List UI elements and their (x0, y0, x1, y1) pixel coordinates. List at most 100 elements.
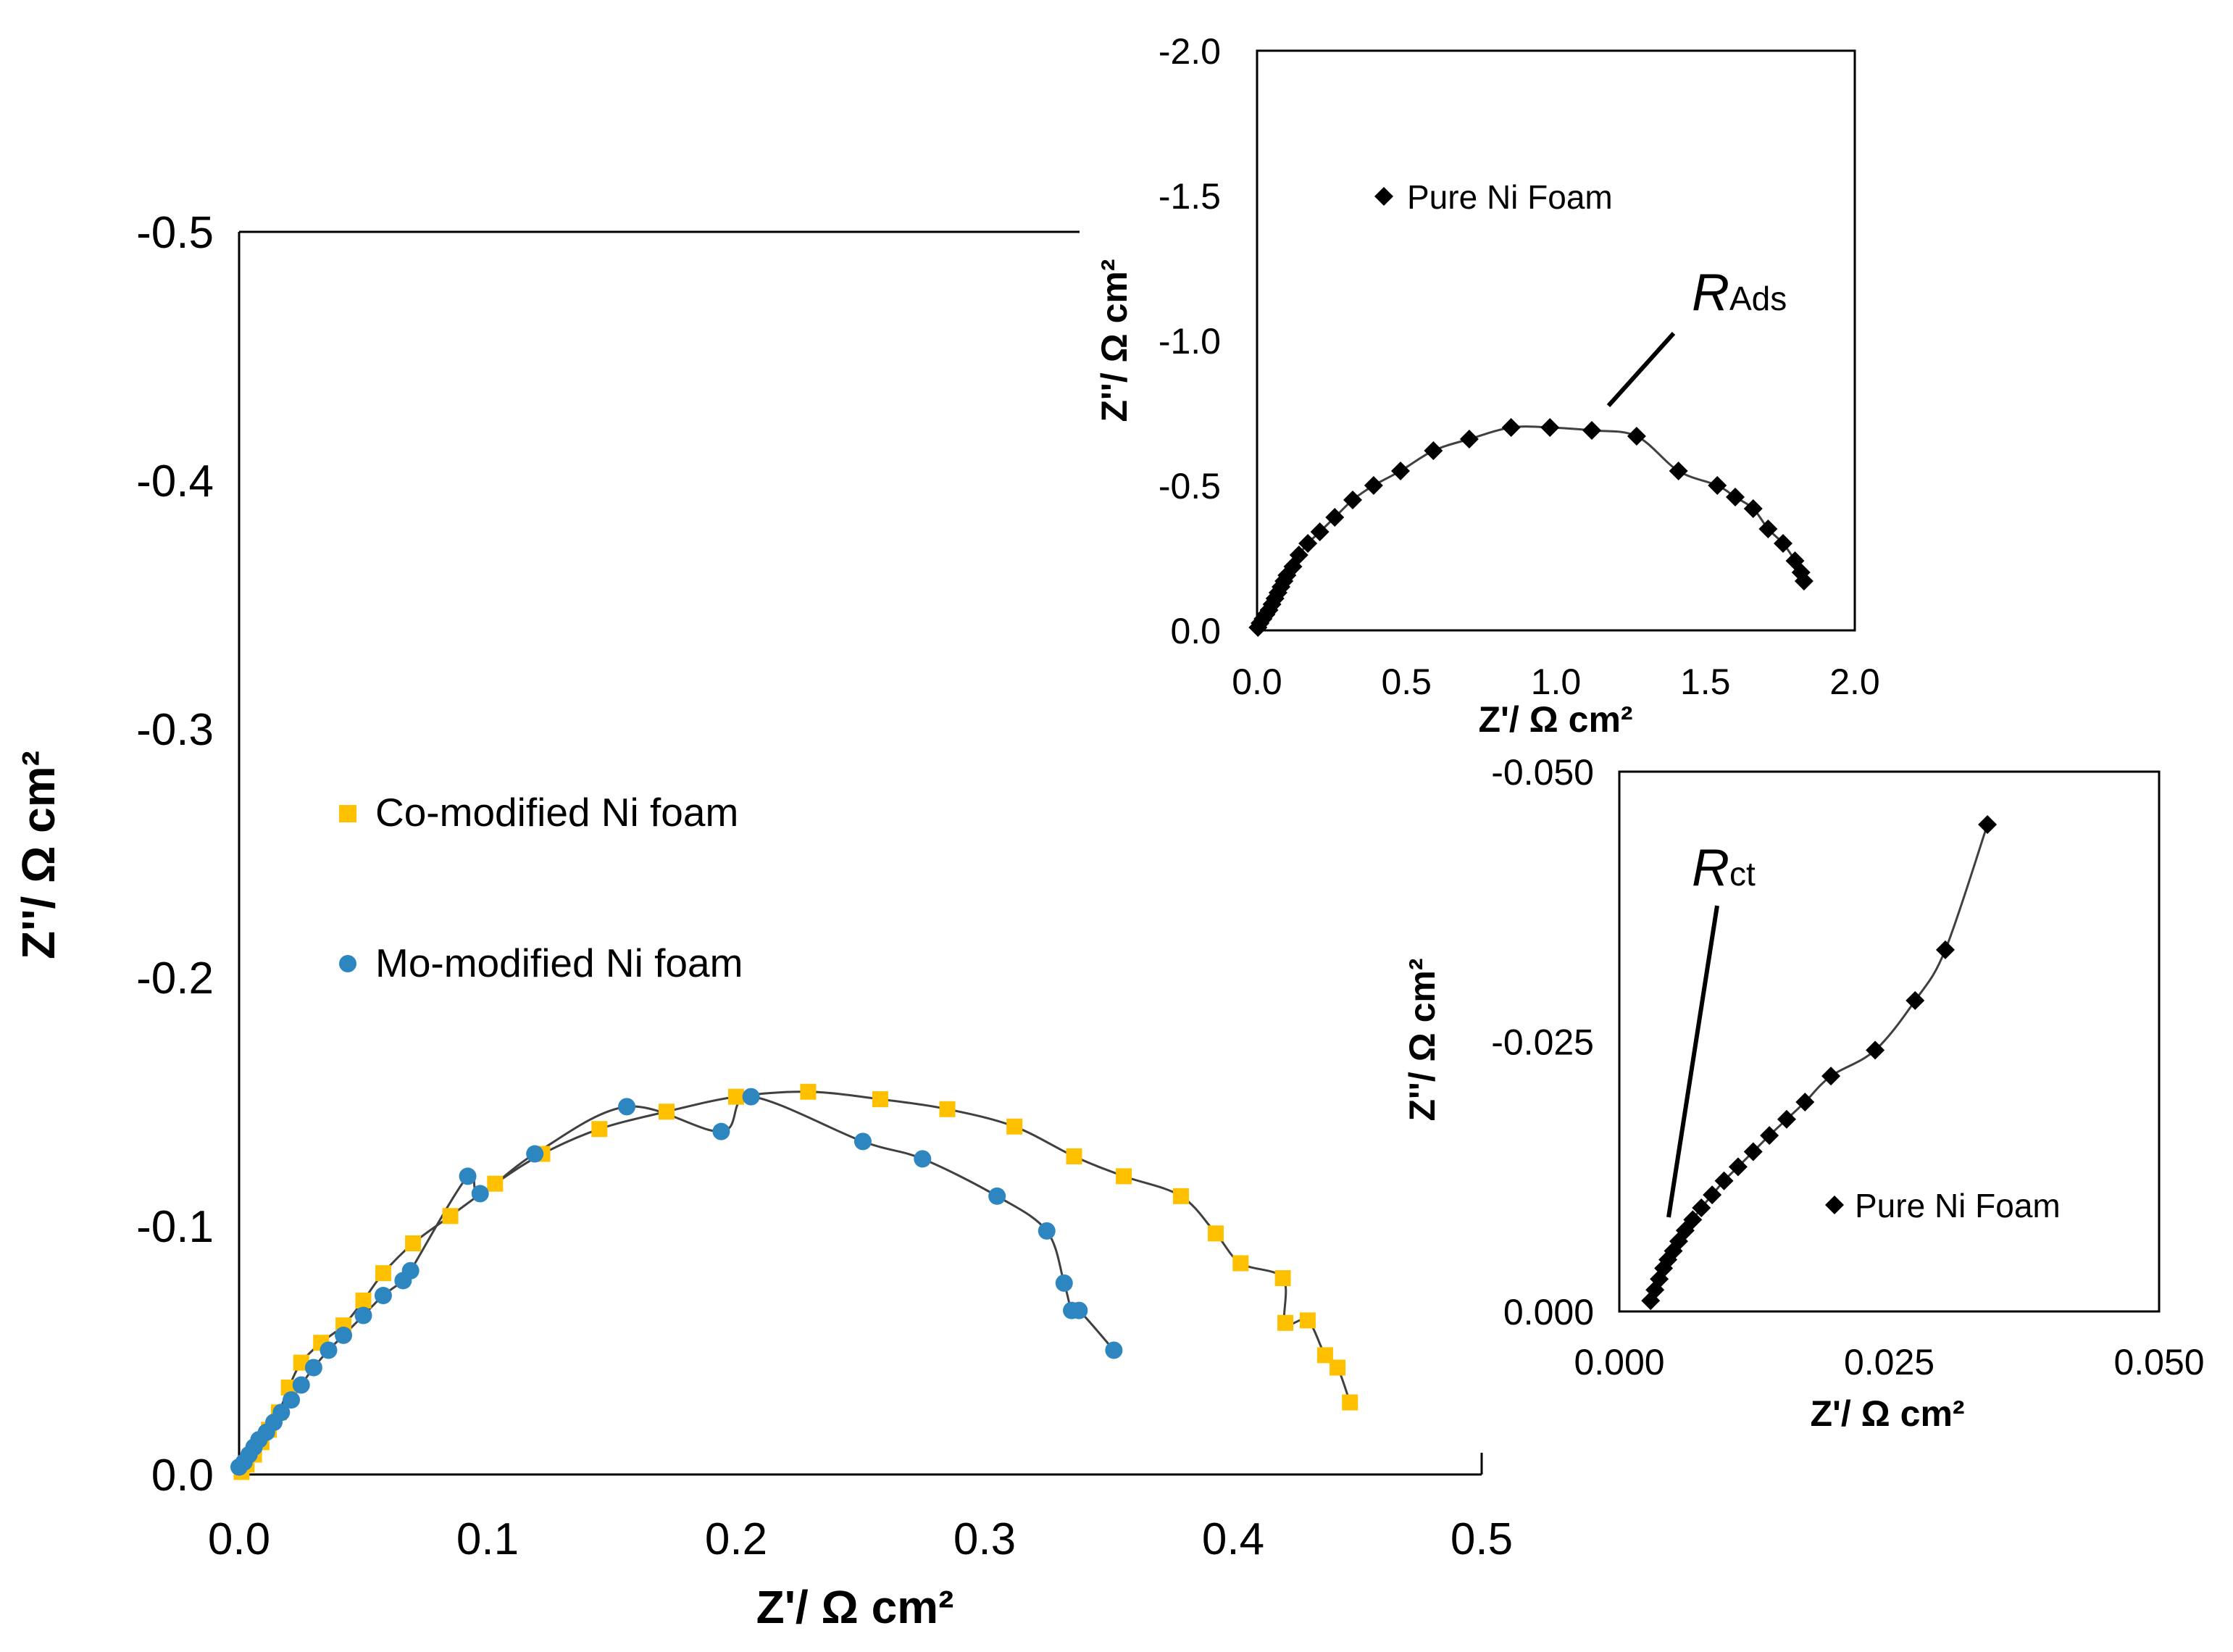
data-point-diamond (1669, 462, 1688, 480)
data-point-square (1116, 1168, 1132, 1185)
data-point-square (442, 1208, 459, 1225)
data-point-diamond (1708, 476, 1727, 495)
data-point-diamond (1774, 534, 1792, 553)
data-point-square (1232, 1255, 1249, 1272)
data-point-diamond (1540, 418, 1560, 437)
data-point-diamond (1343, 491, 1362, 509)
inset-top-legend: Pure Ni Foam (1374, 178, 1613, 216)
x-tick-label: 0.3 (953, 1514, 1016, 1564)
x-tick-label: 1.5 (1680, 662, 1731, 702)
data-point-square (375, 1265, 391, 1282)
data-point-square (1006, 1118, 1023, 1135)
legend-co-label: Co-modified Ni foam (375, 790, 738, 835)
data-point-circle (526, 1145, 544, 1163)
data-point-square (872, 1091, 888, 1108)
data-point-diamond (1821, 1067, 1841, 1086)
inset-bottom-annotation-pointer (1666, 905, 1719, 1218)
data-point-diamond (1325, 508, 1345, 527)
data-point-circle (1038, 1222, 1056, 1240)
data-point-circle (304, 1359, 322, 1377)
data-point-square (355, 1292, 372, 1309)
data-point-diamond (1703, 1185, 1722, 1205)
x-tick-label: 0.0 (208, 1514, 270, 1564)
main-y-axis-title: Z''/ Ω cm² (12, 751, 64, 959)
data-point-circle (459, 1167, 477, 1185)
x-tick-label: 2.0 (1829, 662, 1880, 702)
data-point-diamond (1459, 430, 1479, 449)
y-tick-label: -0.2 (136, 954, 214, 1004)
inset-top-x-axis-title: Z'/ Ω cm² (1478, 699, 1632, 740)
data-point-square (800, 1083, 817, 1100)
data-point-diamond (1978, 815, 1998, 835)
data-point-diamond (1424, 441, 1443, 460)
main-frame (238, 230, 1483, 1476)
data-point-square (658, 1104, 675, 1120)
y-tick-label: -2.0 (1159, 31, 1221, 72)
data-point-square (939, 1101, 956, 1117)
data-point-circle (988, 1187, 1006, 1205)
inset-top-series-points (1248, 418, 1813, 637)
x-tick-label: 0.050 (2113, 1342, 2204, 1382)
data-point-square (591, 1121, 608, 1138)
r-ct-annotation: Rct (1692, 839, 1756, 897)
data-point-square (1299, 1312, 1316, 1329)
inset-top-x-ticks: 0.0 0.5 1.0 1.5 2.0 (1232, 662, 1880, 702)
data-point-circle (335, 1326, 353, 1344)
data-point-diamond (1714, 1171, 1734, 1190)
main-y-ticks: 0.0 -0.1 -0.2 -0.3 -0.4 -0.5 (136, 208, 214, 1501)
main-chart: 0.0 0.1 0.2 0.3 0.4 0.5 0.0 -0.1 -0.2 -0.3 -0.4 -0… (12, 208, 1513, 1633)
x-tick-label: 0.4 (1202, 1514, 1264, 1564)
y-tick-label: 0.000 (1503, 1292, 1594, 1332)
inset-bottom-frame (1618, 770, 2161, 1313)
inset-bottom-legend-marker (1825, 1196, 1844, 1214)
data-point-square (1342, 1394, 1358, 1411)
inset-bottom-chart: 0.000 0.025 0.050 0.000 -0.025 -0.050 Pure N… (1402, 752, 2205, 1434)
inset-bottom-y-axis-title: Z''/ Ω cm² (1402, 959, 1443, 1122)
data-point-circle (914, 1150, 932, 1168)
inset-top-y-axis-title: Z''/ Ω cm² (1094, 259, 1135, 422)
inset-top-annotation-pointer (1606, 331, 1676, 408)
data-point-diamond (1627, 427, 1646, 446)
y-tick-label: 0.0 (1170, 611, 1221, 651)
data-point-square (1316, 1347, 1333, 1364)
r-ct-subscript: ct (1729, 855, 1756, 893)
x-tick-label: 0.5 (1381, 662, 1432, 702)
data-point-circle (354, 1306, 372, 1324)
data-point-diamond (1906, 990, 1925, 1010)
data-point-circle (401, 1261, 420, 1280)
data-point-diamond (1794, 572, 1813, 591)
r-ads-annotation: RAds (1692, 264, 1787, 322)
data-point-square (1274, 1270, 1291, 1287)
data-point-diamond (1582, 421, 1601, 440)
data-point-square (1277, 1314, 1294, 1331)
data-point-circle (712, 1122, 730, 1140)
main-legend: Co-modified Ni foam Mo-modified Ni foam (339, 790, 743, 985)
legend-mo-marker (339, 955, 356, 972)
data-point-square (405, 1235, 422, 1252)
inset-bottom-x-ticks: 0.000 0.025 0.050 (1574, 1342, 2204, 1382)
data-point-diamond (1866, 1040, 1885, 1060)
data-point-diamond (1726, 488, 1745, 506)
data-point-square (1172, 1188, 1189, 1204)
data-point-square (728, 1088, 744, 1105)
inset-top-legend-label: Pure Ni Foam (1407, 178, 1613, 216)
data-point-circle (1055, 1274, 1073, 1292)
y-tick-label: -1.0 (1159, 321, 1221, 362)
data-point-diamond (1758, 520, 1778, 538)
y-tick-label: -0.050 (1491, 752, 1594, 793)
inset-bottom-series-points (1641, 815, 1998, 1311)
data-point-diamond (1795, 1092, 1815, 1111)
data-point-circle (853, 1132, 872, 1151)
inset-bottom-x-axis-title: Z'/ Ω cm² (1810, 1393, 1964, 1434)
data-point-circle (374, 1287, 392, 1305)
r-ct-symbol: R (1692, 839, 1729, 897)
data-point-diamond (1683, 1210, 1703, 1230)
main-x-axis-title: Z'/ Ω cm² (756, 1581, 954, 1633)
x-tick-label: 0.2 (705, 1514, 767, 1564)
data-point-diamond (1501, 418, 1521, 437)
x-tick-label: 0.025 (1844, 1342, 1934, 1382)
data-point-diamond (1743, 499, 1763, 518)
data-point-square (487, 1175, 504, 1192)
